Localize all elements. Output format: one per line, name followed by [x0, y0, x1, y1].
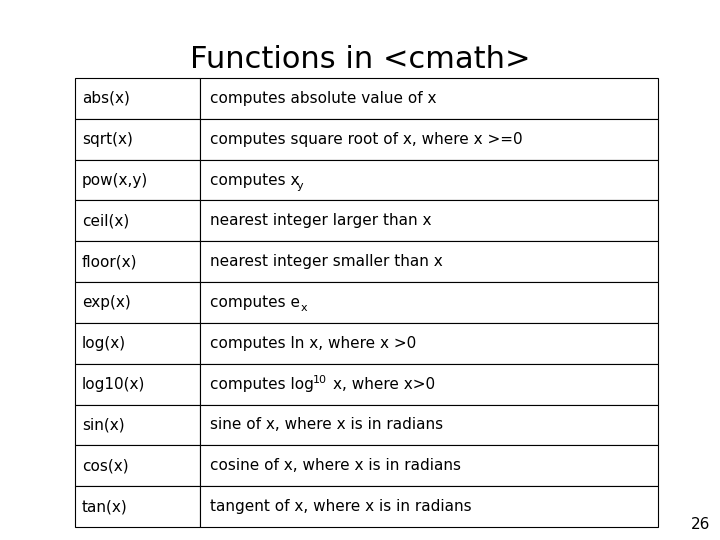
Bar [200, 282, 658, 323]
Text: sqrt(x): sqrt(x) [82, 132, 133, 147]
Bar [200, 200, 658, 241]
Bar [75, 364, 200, 404]
Text: x, where x>0: x, where x>0 [333, 376, 435, 392]
Text: pow(x,y): pow(x,y) [82, 173, 148, 187]
Text: floor(x): floor(x) [82, 254, 138, 269]
Bar [75, 282, 200, 323]
Text: Functions in <cmath>: Functions in <cmath> [190, 45, 530, 74]
Text: 10: 10 [313, 375, 327, 385]
Text: computes absolute value of x: computes absolute value of x [210, 91, 437, 106]
Bar [75, 119, 200, 160]
Text: y: y [297, 180, 303, 191]
Bar [75, 241, 200, 282]
Text: nearest integer larger than x: nearest integer larger than x [210, 213, 432, 228]
Text: computes square root of x, where x >=0: computes square root of x, where x >=0 [210, 132, 523, 147]
Bar [75, 446, 200, 486]
Bar [200, 486, 658, 527]
Text: tan(x): tan(x) [82, 499, 127, 514]
Text: log10(x): log10(x) [82, 376, 145, 392]
Bar [200, 323, 658, 364]
Text: sin(x): sin(x) [82, 417, 125, 433]
Bar [200, 78, 658, 119]
Text: computes x: computes x [210, 173, 300, 187]
Bar [200, 160, 658, 200]
Text: log(x): log(x) [82, 336, 126, 351]
Text: tangent of x, where x is in radians: tangent of x, where x is in radians [210, 499, 472, 514]
Bar [200, 364, 658, 404]
Bar [75, 200, 200, 241]
Bar [75, 404, 200, 445]
Bar [75, 323, 200, 364]
Bar [200, 446, 658, 486]
Text: computes e: computes e [210, 295, 300, 310]
Text: computes ln x, where x >0: computes ln x, where x >0 [210, 336, 417, 351]
Text: nearest integer smaller than x: nearest integer smaller than x [210, 254, 443, 269]
Text: sine of x, where x is in radians: sine of x, where x is in radians [210, 417, 444, 433]
Bar [200, 119, 658, 160]
Text: abs(x): abs(x) [82, 91, 130, 106]
Text: x: x [301, 303, 307, 313]
Bar [200, 404, 658, 445]
Bar [75, 78, 200, 119]
Bar [200, 241, 658, 282]
Text: computes log: computes log [210, 376, 314, 392]
Text: 26: 26 [690, 517, 710, 532]
Text: cos(x): cos(x) [82, 458, 129, 473]
Bar [75, 486, 200, 527]
Text: exp(x): exp(x) [82, 295, 131, 310]
Text: cosine of x, where x is in radians: cosine of x, where x is in radians [210, 458, 462, 473]
Text: ceil(x): ceil(x) [82, 213, 130, 228]
Bar [75, 160, 200, 200]
